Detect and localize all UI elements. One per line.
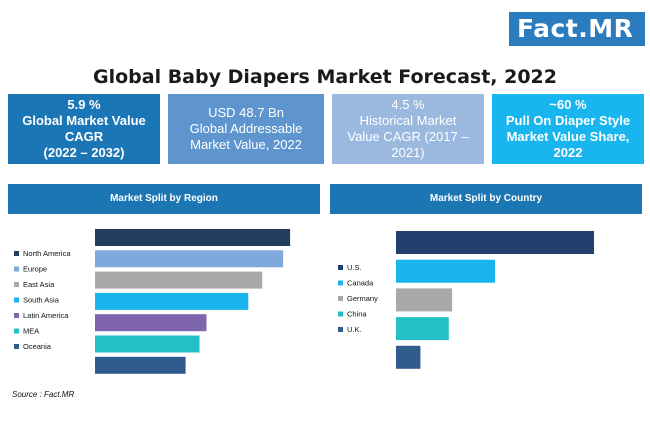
region-bar-east-asia <box>95 271 263 289</box>
country-legend-swatch <box>338 311 343 317</box>
kpi-label-1: Historical Market <box>359 113 457 128</box>
kpi-label-1: Pull On Diaper Style <box>505 113 631 128</box>
kpi-label-1: Global Addressable <box>189 121 303 136</box>
region-legend-label: Oceania <box>23 342 52 351</box>
kpi-label-2: Market Value Share, <box>506 129 630 144</box>
region-legend-swatch <box>14 282 19 287</box>
kpi-label-3: 2021) <box>391 145 425 160</box>
region-legend-label: East Asia <box>23 280 55 289</box>
page-title: Global Baby Diapers Market Forecast, 202… <box>92 66 557 88</box>
kpi-market-cagr: 5.9 % Global Market Value CAGR (2022 – 2… <box>8 94 160 164</box>
kpi-historical-cagr: 4.5 % Historical Market Value CAGR (2017… <box>332 94 484 164</box>
country-chart-title: Market Split by Country <box>330 184 642 214</box>
region-legend-label: MEA <box>23 327 39 336</box>
country-bar-germany <box>396 288 453 312</box>
country-legend-swatch <box>338 280 343 286</box>
country-legend-label: Germany <box>347 294 378 303</box>
country-bar-canada <box>396 259 495 283</box>
kpi-label-3: 2022 <box>553 145 583 160</box>
kpi-value: USD 48.7 Bn <box>208 105 284 120</box>
region-bar-europe <box>95 250 284 268</box>
country-bar-u-k- <box>396 345 421 369</box>
region-legend-swatch <box>14 297 19 303</box>
region-bar-south-asia <box>95 292 249 310</box>
country-legend-label: U.K. <box>347 325 362 334</box>
kpi-addressable-value: USD 48.7 Bn Global Addressable Market Va… <box>168 94 324 164</box>
kpi-label-2: Value CAGR (2017 – <box>347 129 469 144</box>
region-legend-label: Latin America <box>23 311 69 320</box>
region-bar-north-america <box>95 229 291 246</box>
region-legend-swatch <box>14 266 19 272</box>
kpi-label-2: Market Value, 2022 <box>190 137 302 152</box>
kpi-pull-on-share: ~60 % Pull On Diaper Style Market Value … <box>492 94 644 164</box>
kpi-label-2: CAGR <box>64 129 104 144</box>
kpi-label-1: Global Market Value <box>22 113 146 128</box>
region-bar-latin-america <box>95 314 207 332</box>
country-legend-label: Canada <box>347 279 374 288</box>
country-legend-label: U.S. <box>347 263 362 272</box>
region-legend-label: South Asia <box>23 296 60 305</box>
region-chart-title: Market Split by Region <box>8 184 320 214</box>
kpi-label-3: (2022 – 2032) <box>43 145 125 160</box>
region-legend-swatch <box>14 313 19 318</box>
fact-mr-logo: Fact.MR <box>509 12 645 46</box>
region-bar-oceania <box>95 356 186 374</box>
region-legend-label: Europe <box>23 265 47 274</box>
country-legend-swatch <box>338 327 343 332</box>
region-legend-swatch <box>14 328 19 334</box>
country-legend-swatch <box>338 265 343 270</box>
kpi-value: 5.9 % <box>67 97 101 112</box>
region-legend-swatch <box>14 344 19 349</box>
country-legend-swatch <box>338 296 343 301</box>
region-bar-mea <box>95 335 200 353</box>
region-legend-label: North America <box>23 249 71 258</box>
country-bar-china <box>396 317 449 341</box>
country-bar-u-s- <box>396 231 594 254</box>
kpi-value: 4.5 % <box>391 97 425 112</box>
kpi-value: ~60 % <box>549 97 587 112</box>
country-legend-label: China <box>347 310 367 319</box>
region-legend-swatch <box>14 251 19 256</box>
source-note: Source : Fact.MR <box>12 390 75 399</box>
